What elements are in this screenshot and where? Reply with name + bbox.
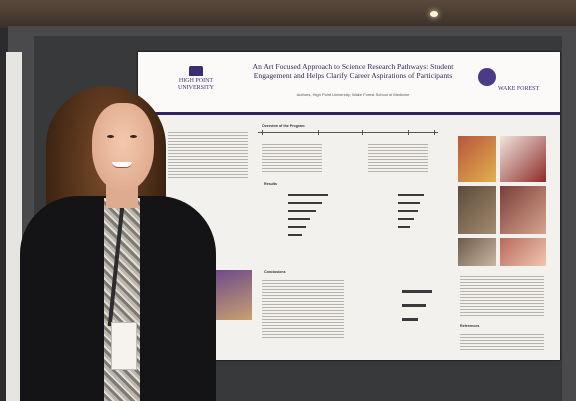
results-bar	[398, 194, 424, 196]
references-text-block	[460, 274, 544, 318]
section-heading-conclusions: Conclusions	[264, 270, 286, 274]
timeline-tick	[262, 130, 263, 135]
section-heading-results: Results	[264, 182, 277, 186]
poster-photo	[212, 270, 252, 320]
timeline-tick	[434, 130, 435, 135]
timeline-tick	[362, 130, 363, 135]
adjacent-panel	[6, 52, 22, 401]
program-timeline	[258, 132, 438, 133]
poster-title: An Art Focused Approach to Science Resea…	[252, 62, 454, 80]
results-bar	[288, 234, 302, 236]
presenter-eye	[107, 135, 114, 138]
university-logo-text: HIGH POINT UNIVERSITY	[178, 78, 214, 91]
university-crest-icon	[189, 66, 203, 76]
section-heading-overview: Overview of the Program	[262, 124, 305, 128]
results-bar	[288, 194, 328, 196]
partner-logo-text: WAKE FOREST	[498, 86, 540, 92]
results-bar	[288, 226, 306, 228]
results-bar	[398, 218, 414, 220]
presenter-smile	[112, 162, 132, 168]
presenter-eye	[130, 135, 137, 138]
presenter-face	[92, 103, 154, 191]
ceiling	[0, 0, 576, 28]
results-bar	[288, 202, 322, 204]
results-bar	[398, 226, 410, 228]
intro-text-block	[168, 130, 248, 178]
poster-photo	[500, 136, 546, 182]
poster-photo	[458, 186, 496, 234]
partner-logo: WAKE FOREST	[474, 66, 544, 100]
poster-authors: Authors, High Point University; Wake For…	[296, 92, 410, 97]
ceiling-light	[430, 11, 438, 17]
methods-text-block	[262, 142, 322, 172]
timeline-tick	[318, 130, 319, 135]
conclusions-text-block	[262, 278, 344, 338]
poster-header: HIGH POINT UNIVERSITY An Art Focused App…	[138, 52, 560, 115]
results-bar	[402, 318, 418, 321]
methods-text-block	[368, 142, 428, 172]
poster-photo	[500, 186, 546, 234]
results-bar	[402, 290, 432, 293]
partner-crest-icon	[478, 68, 496, 86]
university-logo: HIGH POINT UNIVERSITY	[168, 66, 224, 100]
results-bar	[288, 218, 310, 220]
poster-photo	[458, 238, 496, 266]
name-badge	[111, 322, 137, 370]
results-bar	[398, 210, 418, 212]
timeline-tick	[408, 130, 409, 135]
results-bar	[288, 210, 316, 212]
results-bar	[398, 202, 420, 204]
references-text-block	[460, 332, 544, 352]
section-heading-references: References	[460, 324, 480, 328]
poster-photo	[500, 238, 546, 266]
results-bar	[402, 304, 426, 307]
poster-photo	[458, 136, 496, 182]
research-poster: HIGH POINT UNIVERSITY An Art Focused App…	[138, 52, 560, 360]
